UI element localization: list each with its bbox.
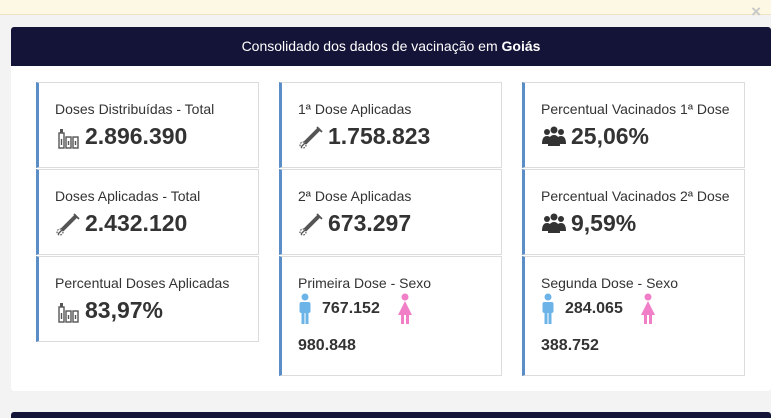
card-value: 2.432.120 <box>85 210 188 236</box>
card-value: 2.896.390 <box>85 123 188 149</box>
vaccination-panel: Consolidado dos dados de vacinação em Go… <box>11 27 771 391</box>
people-group-icon <box>542 126 566 146</box>
card-percentual-segunda: Percentual Vacinados 2ª Dose 9,59% <box>522 169 745 255</box>
syringe-icon <box>299 212 323 236</box>
card-label: Primeira Dose - Sexo <box>298 275 432 291</box>
card-label: 1ª Dose Aplicadas <box>298 101 412 117</box>
card-label: Percentual Vacinados 2ª Dose <box>541 188 730 204</box>
vaccine-vials-icon <box>58 128 79 149</box>
syringe-icon <box>56 212 80 236</box>
female-icon <box>640 293 655 324</box>
card-label: Doses Distribuídas - Total <box>55 101 215 117</box>
female-icon <box>397 293 412 324</box>
vaccine-vials-icon <box>58 302 79 323</box>
syringe-icon <box>299 125 323 149</box>
card-label: Doses Aplicadas - Total <box>55 188 201 204</box>
male-value: 767.152 <box>322 300 380 317</box>
card-segunda-dose: 2ª Dose Aplicadas 673.297 <box>279 169 502 255</box>
panel-header: Consolidado dos dados de vacinação em Go… <box>11 27 771 66</box>
card-value: 1.758.823 <box>328 123 431 149</box>
people-group-icon <box>542 213 566 233</box>
card-value: 673.297 <box>328 210 412 236</box>
alert-bar: × <box>0 0 771 20</box>
card-percentual-doses: Percentual Doses Aplicadas 83,97% <box>36 256 259 342</box>
male-value: 284.065 <box>565 300 623 317</box>
female-value: 388.752 <box>541 337 599 354</box>
card-segunda-dose-sexo: Segunda Dose - Sexo 284.065 388.752 <box>522 256 745 376</box>
card-percentual-primeira: Percentual Vacinados 1ª Dose 25,06% <box>522 82 745 168</box>
card-label: Percentual Doses Aplicadas <box>55 275 230 291</box>
card-label: 2ª Dose Aplicadas <box>298 188 412 204</box>
card-doses-aplicadas: Doses Aplicadas - Total 2.432.120 <box>36 169 259 255</box>
card-doses-distribuidas: Doses Distribuídas - Total 2.896.390 <box>36 82 259 168</box>
panel-title: Consolidado dos dados de vacinação em <box>241 38 498 54</box>
card-value: 9,59% <box>571 210 637 236</box>
panel-title-state: Goiás <box>501 38 541 54</box>
male-icon <box>299 293 311 324</box>
card-value: 83,97% <box>85 297 164 323</box>
male-icon <box>542 293 554 324</box>
card-label: Percentual Vacinados 1ª Dose <box>541 101 730 117</box>
card-value: 25,06% <box>571 123 650 149</box>
female-value: 980.848 <box>298 337 356 354</box>
card-primeira-dose: 1ª Dose Aplicadas 1.758.823 <box>279 82 502 168</box>
next-panel-header <box>11 412 771 418</box>
close-icon[interactable]: × <box>751 2 761 21</box>
card-label: Segunda Dose - Sexo <box>541 275 678 291</box>
card-primeira-dose-sexo: Primeira Dose - Sexo 767.152 980.848 <box>279 256 502 376</box>
